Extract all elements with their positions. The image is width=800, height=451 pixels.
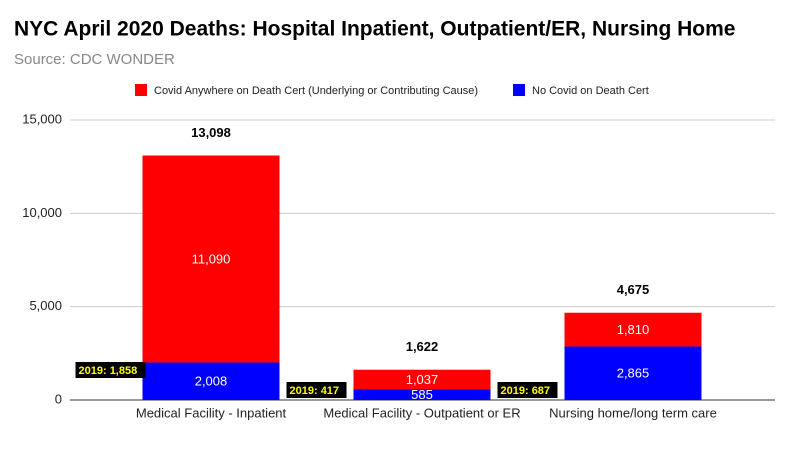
total-label: 13,098 — [191, 125, 231, 140]
x-tick-label: Medical Facility - Inpatient — [136, 405, 287, 420]
bar-segment — [142, 362, 280, 400]
y-tick-label: 0 — [55, 391, 62, 406]
value-label: 585 — [411, 387, 433, 402]
value-label: 2,008 — [195, 374, 228, 389]
annotation-box — [497, 382, 558, 398]
chart-subtitle: Source: CDC WONDER — [14, 51, 175, 68]
y-tick-label: 15,000 — [22, 111, 62, 126]
bar-segment — [564, 312, 702, 347]
legend-swatch — [135, 84, 147, 96]
annotation-box — [286, 382, 347, 398]
y-tick-label: 10,000 — [22, 205, 62, 220]
annotation: 2019: 687 — [501, 385, 551, 397]
legend-label: No Covid on Death Cert — [532, 85, 649, 97]
total-label: 4,675 — [617, 282, 650, 297]
legend-label: Covid Anywhere on Death Cert (Underlying… — [154, 85, 478, 97]
annotation-box — [75, 362, 146, 378]
bar-segment — [353, 369, 491, 390]
value-label: 2,865 — [617, 366, 650, 381]
annotation: 2019: 417 — [290, 385, 340, 397]
bar-segment — [142, 155, 280, 363]
plot: Covid Anywhere on Death Cert (Underlying… — [22, 84, 775, 420]
total-label: 1,622 — [406, 339, 439, 354]
value-label: 1,037 — [406, 372, 439, 387]
bar-segment — [353, 389, 491, 400]
x-tick-label: Medical Facility - Outpatient or ER — [323, 405, 520, 420]
value-label: 11,090 — [192, 251, 231, 266]
bar-segment — [564, 346, 702, 400]
annotation: 2019: 1,858 — [79, 365, 138, 377]
chart-title: NYC April 2020 Deaths: Hospital Inpatien… — [14, 18, 736, 41]
y-tick-label: 5,000 — [29, 298, 62, 313]
legend-swatch — [513, 84, 525, 96]
value-label: 1,810 — [617, 322, 650, 337]
x-tick-label: Nursing home/long term care — [549, 405, 717, 420]
